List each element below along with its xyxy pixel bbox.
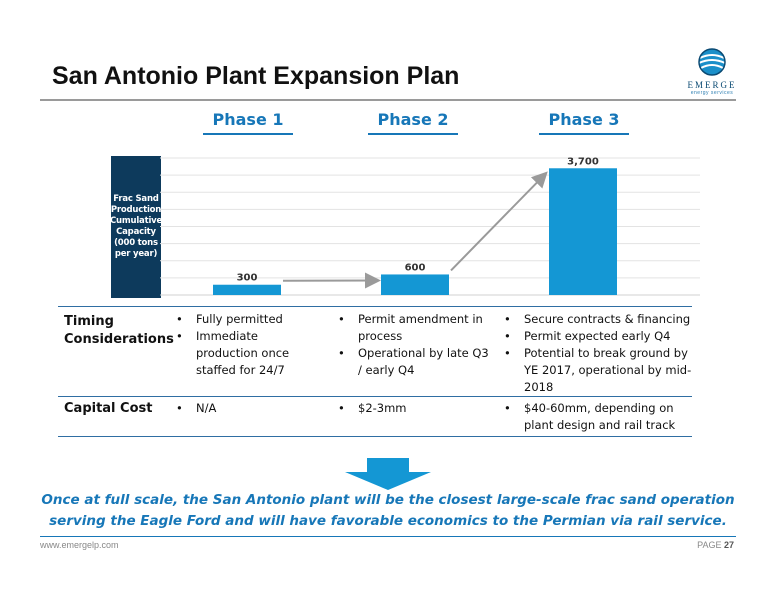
logo-tagline: energy services <box>690 90 734 96</box>
bar-phase-3 <box>549 168 617 295</box>
phase-2-header: Phase 2 <box>377 110 449 129</box>
footer-url: www.emergelp.com <box>40 540 119 550</box>
globe-wave-icon <box>698 48 726 76</box>
emerge-logo: EMERGE energy services <box>680 48 744 98</box>
logo-name: EMERGE <box>687 80 737 90</box>
data-label: 300 <box>237 273 258 284</box>
list-item: Permit amendment in process <box>334 311 494 345</box>
data-label: 3,700 <box>567 156 599 167</box>
y-axis-label-box: Frac Sand Production Cumulative Capacity… <box>109 156 163 298</box>
capital-phase-1-list: N/A <box>172 400 322 417</box>
conclusion-line-2: serving the Eagle Ford and will have fav… <box>49 513 727 529</box>
data-label: 600 <box>405 262 426 273</box>
list-item: Permit expected early Q4 <box>500 328 696 345</box>
row-header-capital-cost: Capital Cost <box>64 401 153 416</box>
capital-phase-3-list: $40-60mm, depending on plant design and … <box>500 400 696 434</box>
growth-arrow <box>450 171 548 272</box>
conclusion-statement: Once at full scale, the San Antonio plan… <box>40 490 736 532</box>
phase-1-underline <box>203 133 293 135</box>
list-item: Operational by late Q3 / early Q4 <box>334 345 494 379</box>
timing-phase-2-list: Permit amendment in process Operational … <box>334 311 494 379</box>
list-item: Secure contracts & financing <box>500 311 696 328</box>
row-header-timing: Timing Considerations <box>64 314 174 347</box>
y-axis-label: Frac Sand Production Cumulative Capacity… <box>109 194 163 259</box>
conclusion-line-1: Once at full scale, the San Antonio plan… <box>41 492 735 508</box>
bar-phase-2 <box>381 274 449 295</box>
capital-phase-2-list: $2-3mm <box>334 400 494 417</box>
phase-1-header: Phase 1 <box>212 110 284 129</box>
page-title: San Antonio Plant Expansion Plan <box>52 62 460 90</box>
down-arrow-icon <box>345 458 431 490</box>
list-item: N/A <box>172 400 322 417</box>
page-number: PAGE 27 <box>697 540 734 550</box>
capacity-bar-chart: 300 600 3,700 <box>160 156 700 296</box>
page-label: PAGE <box>697 540 722 550</box>
table-bottom-rule <box>58 436 692 437</box>
timing-phase-3-list: Secure contracts & financing Permit expe… <box>500 311 696 396</box>
phase-3-header: Phase 3 <box>548 110 620 129</box>
list-item: Immediate production once staffed for 24… <box>172 328 322 379</box>
table-top-rule <box>58 306 692 307</box>
footer-divider <box>40 536 736 537</box>
table-row-divider <box>58 396 692 397</box>
page-number-value: 27 <box>723 540 734 550</box>
bar-phase-1 <box>213 284 281 295</box>
list-item: $2-3mm <box>334 400 494 417</box>
timing-phase-1-list: Fully permitted Immediate production onc… <box>172 311 322 379</box>
list-item: Fully permitted <box>172 311 322 328</box>
list-item: $40-60mm, depending on plant design and … <box>500 400 696 434</box>
list-item: Potential to break ground by YE 2017, op… <box>500 345 696 396</box>
phase-2-underline <box>368 133 458 135</box>
phase-3-underline <box>539 133 629 135</box>
title-divider <box>40 99 736 101</box>
